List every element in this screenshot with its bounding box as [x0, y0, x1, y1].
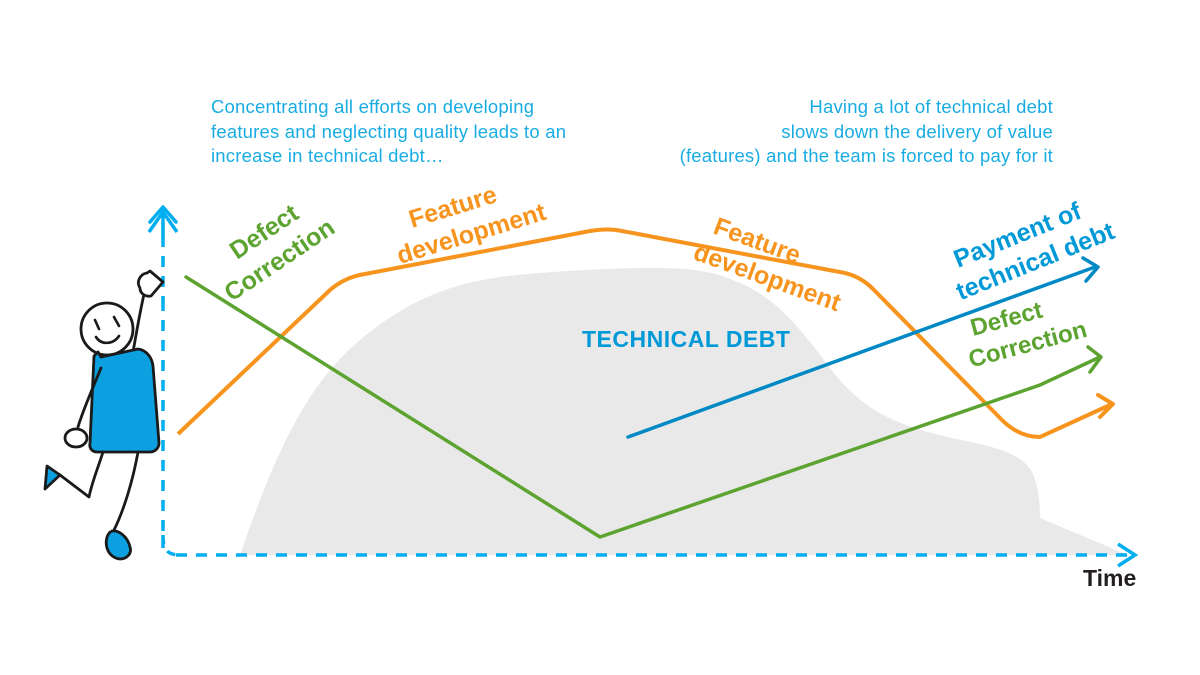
svg-text:TECHNICAL DEBT: TECHNICAL DEBT [582, 326, 790, 352]
